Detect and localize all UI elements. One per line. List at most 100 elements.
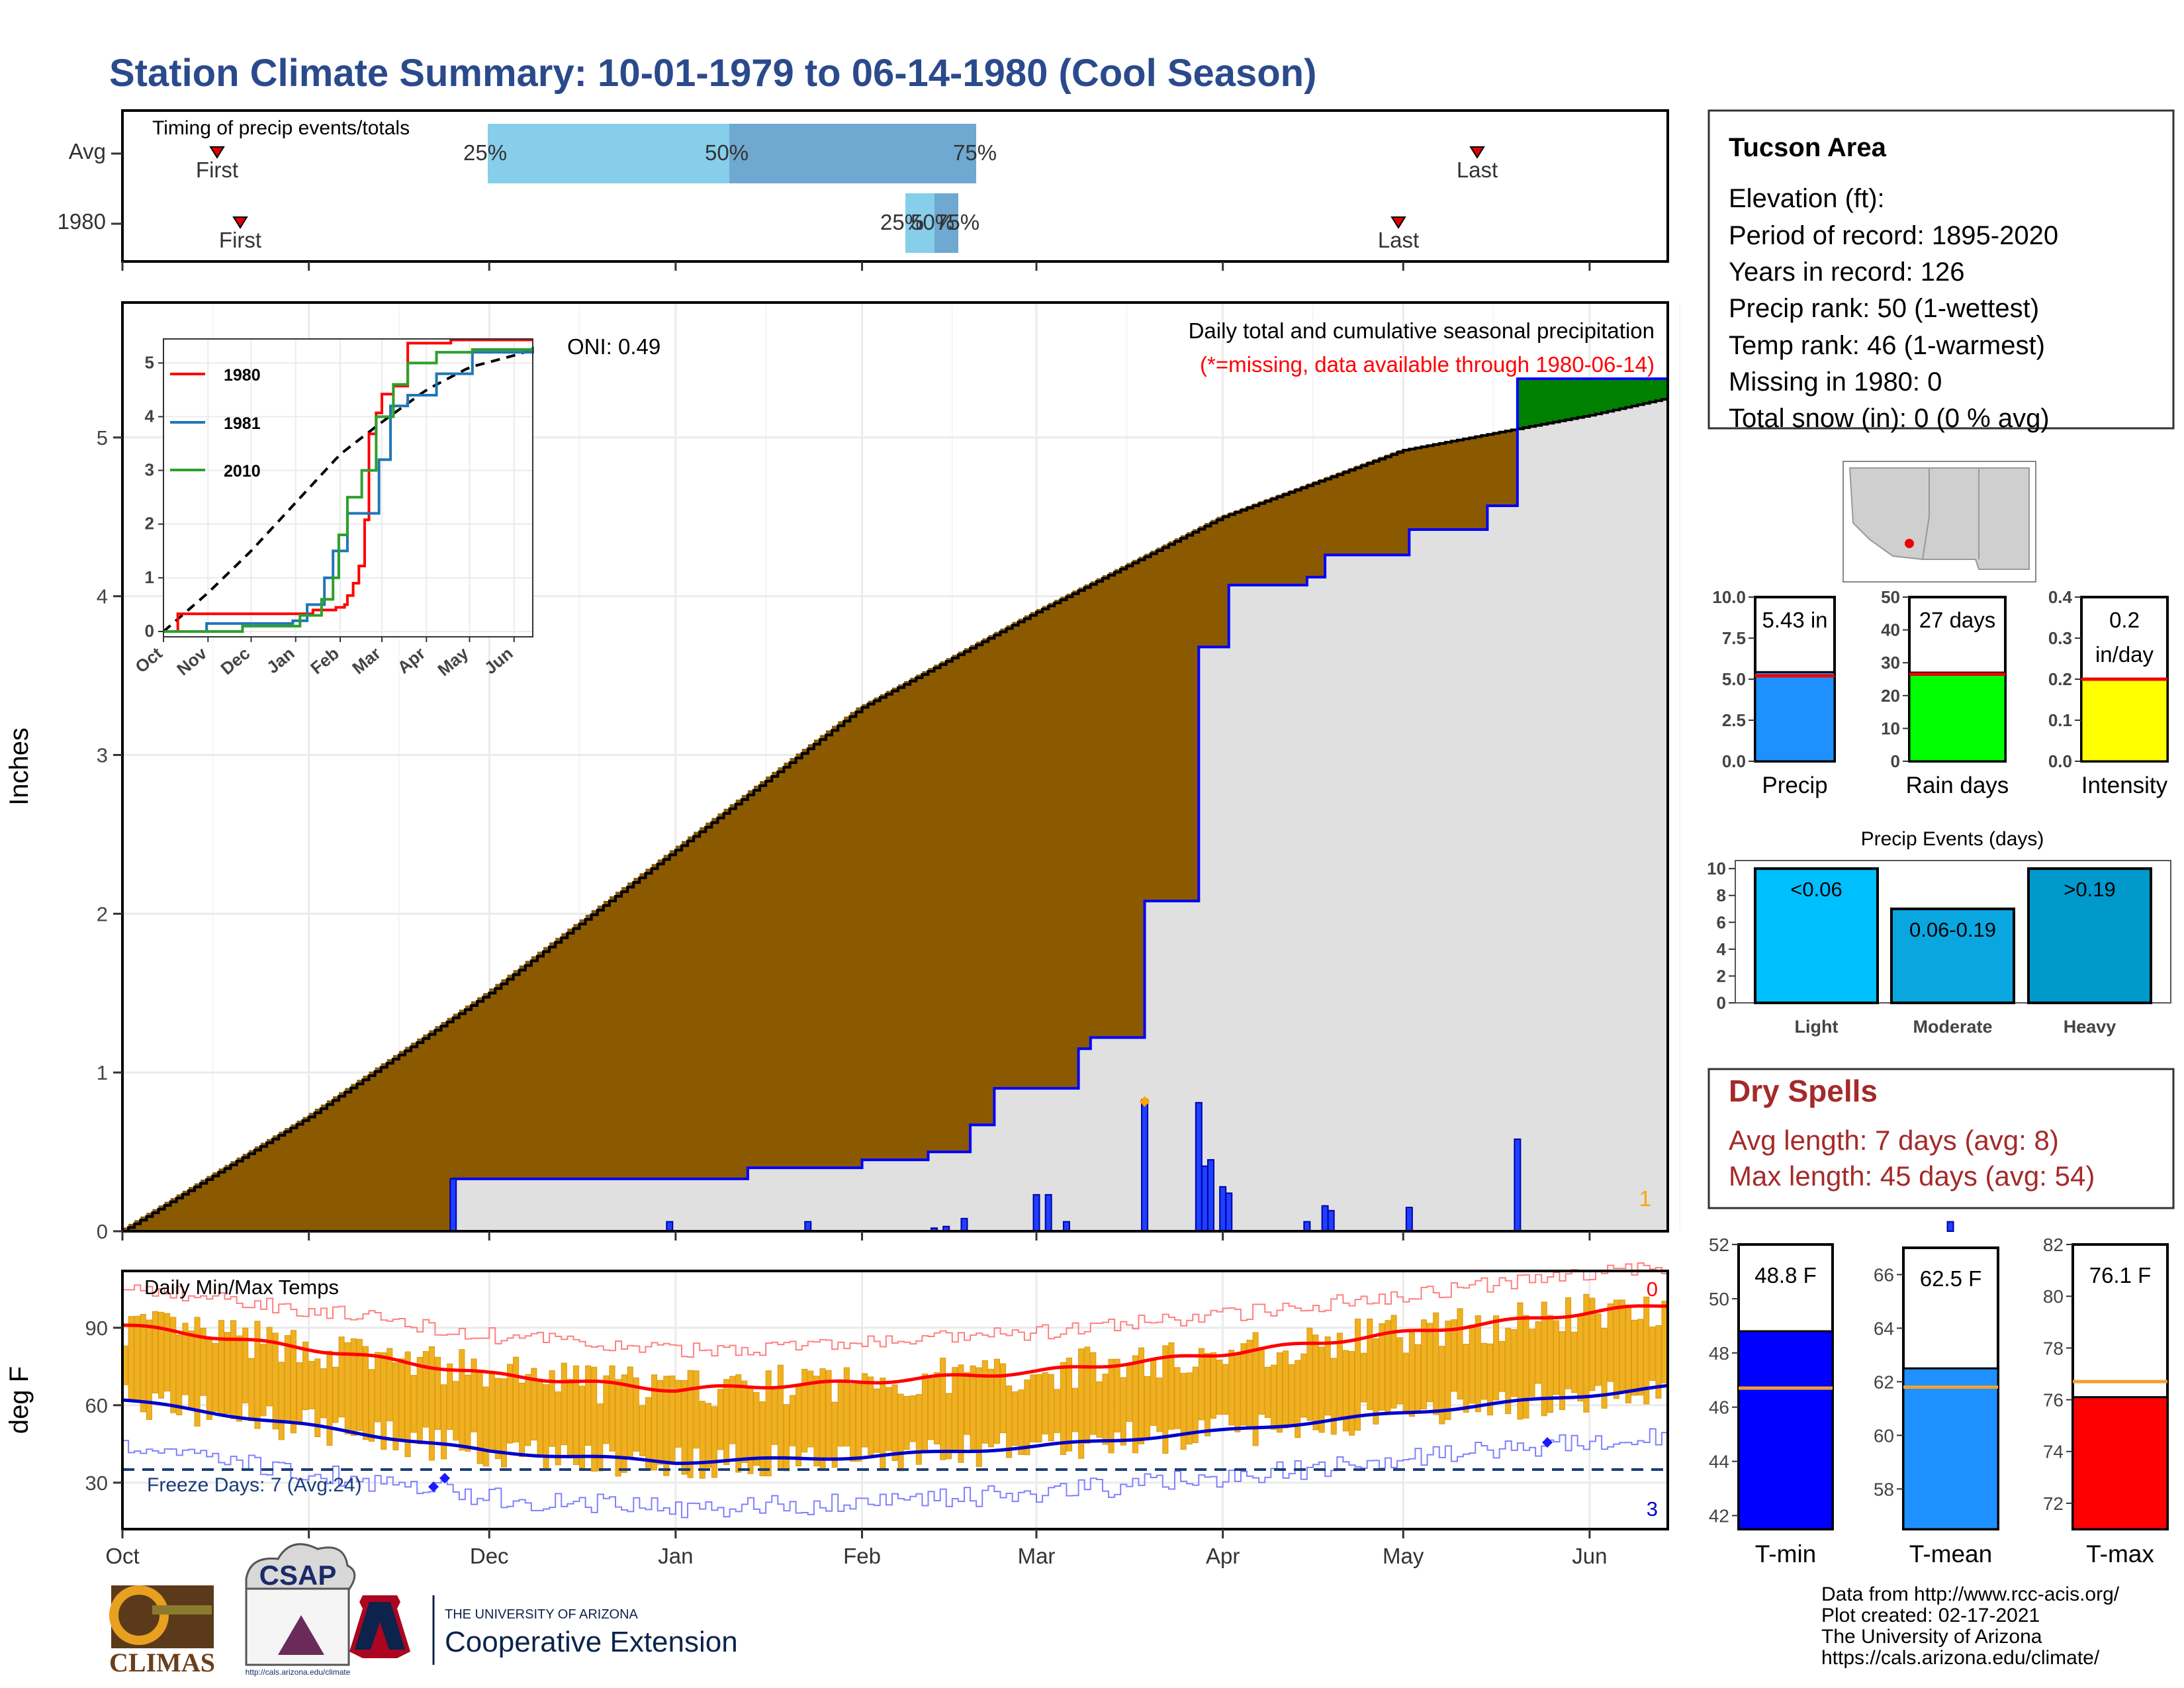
daily-temp-bar xyxy=(513,1356,520,1443)
daily-temp-bar xyxy=(1451,1319,1457,1392)
station-line-temp-rank: Temp rank: 46 (1-warmest) xyxy=(1729,331,2045,360)
inset-ytick-label: 5 xyxy=(145,352,154,372)
tmin-record-line xyxy=(122,1428,1668,1519)
summary-bar-fill xyxy=(1908,671,2007,763)
temp-bar-tick-label: 58 xyxy=(1874,1479,1894,1499)
daily-temp-bar xyxy=(248,1358,255,1422)
daily-temp-bar xyxy=(1439,1346,1445,1425)
freeze-marker xyxy=(439,1473,450,1483)
summary-bar-tick-label: 0.0 xyxy=(2048,751,2072,771)
daily-precip-bar xyxy=(1044,1194,1052,1233)
daily-temp-bar xyxy=(1132,1355,1138,1454)
daily-temp-bar xyxy=(218,1320,224,1415)
daily-temp-bar xyxy=(927,1378,934,1440)
events-bar-range: <0.06 xyxy=(1790,878,1842,901)
events-ytick-label: 8 xyxy=(1717,886,1726,906)
daily-temp-bar xyxy=(494,1378,501,1460)
station-line-precip-rank: Precip rank: 50 (1-wettest) xyxy=(1729,294,2039,323)
y1980-pct-50: 50% xyxy=(911,210,954,234)
wet-excess-area xyxy=(1517,379,1668,428)
daily-temp-bar xyxy=(1012,1391,1019,1446)
csap-logo: CSAP http://cals.arizona.edu/climate xyxy=(245,1543,356,1677)
daily-temp-bar xyxy=(1120,1377,1126,1446)
daily-temp-bar xyxy=(921,1374,928,1451)
temp-bar-tick-label: 66 xyxy=(1874,1264,1894,1285)
observed-deficit-area xyxy=(122,428,1518,1231)
daily-temp-bar xyxy=(1060,1362,1066,1455)
temp-bar-tick-label: 80 xyxy=(2043,1286,2064,1307)
daily-temp-bar xyxy=(1529,1329,1535,1397)
daily-temp-bar xyxy=(1511,1329,1518,1397)
normal-cumulative-line xyxy=(122,398,1668,1233)
y1980-last-marker xyxy=(1390,216,1406,229)
daily-temp-bar xyxy=(759,1401,766,1477)
daily-temp-bar xyxy=(537,1380,543,1456)
daily-temp-bar xyxy=(1469,1325,1475,1404)
summary-bar-tick-label: 0.3 xyxy=(2048,628,2072,648)
daily-temp-bar xyxy=(242,1327,249,1404)
precip-subtitle: Daily total and cumulative seasonal prec… xyxy=(1189,318,1655,343)
freeze-marker xyxy=(1542,1437,1553,1448)
temp-bar-tick-label: 62 xyxy=(1874,1372,1894,1392)
daily-temp-bar xyxy=(1655,1325,1662,1399)
summary-bar-label: Intensity xyxy=(2081,773,2168,798)
daily-temp-bar xyxy=(1571,1331,1578,1393)
credit-line-2: Plot created: 02-17-2021 xyxy=(1821,1605,2040,1626)
daily-precip-bar xyxy=(1946,1221,1954,1232)
inset-ytick-label: 3 xyxy=(145,460,154,480)
month-label: May xyxy=(1383,1544,1424,1568)
daily-temp-bar xyxy=(410,1375,417,1433)
daily-temp-bar xyxy=(338,1336,345,1418)
temp-top-right-count: 0 xyxy=(1647,1278,1658,1301)
events-ytick-label: 10 xyxy=(1707,859,1726,878)
daily-temp-bar xyxy=(1276,1352,1283,1433)
daily-temp-bar xyxy=(627,1366,633,1458)
daily-temp-bar xyxy=(302,1341,309,1411)
summary-bar-tick-label: 0.1 xyxy=(2048,710,2072,730)
daily-temp-bar xyxy=(1565,1297,1572,1389)
daily-temp-bar xyxy=(284,1335,291,1424)
station-info-box: Tucson Area Elevation (ft): Period of re… xyxy=(1707,109,2175,433)
daily-temp-bar xyxy=(1084,1346,1091,1444)
daily-temp-bar xyxy=(849,1383,856,1462)
daily-temp-bar xyxy=(783,1404,790,1472)
daily-temp-bar xyxy=(212,1342,218,1412)
daily-temp-bar xyxy=(1240,1343,1247,1426)
daily-precip-bar xyxy=(1206,1159,1214,1232)
daily-temp-bar xyxy=(404,1351,411,1458)
daily-temp-bar xyxy=(687,1370,694,1478)
daily-temp-bar xyxy=(1541,1301,1547,1417)
missing-note: (*=missing, data available through 1980-… xyxy=(1200,352,1655,377)
avg-pct-50: 50% xyxy=(705,140,749,165)
daily-temp-bar xyxy=(146,1319,152,1420)
daily-precip-bar xyxy=(1201,1165,1208,1232)
dry-spells-title: Dry Spells xyxy=(1729,1074,1878,1108)
temp-bar-tick-label: 72 xyxy=(2043,1493,2064,1514)
daily-temp-bar xyxy=(1072,1387,1079,1432)
summary-bar-tick-label: 0.2 xyxy=(2048,669,2072,689)
avg-pct-25: 25% xyxy=(463,140,507,165)
daily-temp-bar xyxy=(952,1367,958,1450)
temp-bar-tick-label: 46 xyxy=(1709,1397,1729,1418)
daily-temp-bar xyxy=(874,1388,880,1453)
precip-y-axis-label: Inches xyxy=(5,727,34,806)
daily-temp-bar xyxy=(555,1391,561,1466)
daily-temp-bar xyxy=(909,1395,916,1442)
temp-bar-fill xyxy=(1902,1367,1999,1530)
temp-bar-tick-label: 60 xyxy=(1874,1425,1894,1446)
inset-series-2010 xyxy=(163,347,534,633)
temp-bar-tick-label: 76 xyxy=(2043,1390,2064,1411)
daily-temp-bar xyxy=(1559,1331,1566,1411)
summary-bar-tick-label: 40 xyxy=(1881,620,1900,640)
daily-temp-bar xyxy=(152,1311,159,1394)
daily-temp-bar xyxy=(1168,1342,1175,1430)
temp-y-axis-label: deg F xyxy=(5,1366,34,1434)
timing-panel: Timing of precip events/totals Avg 1980 … xyxy=(58,109,1669,271)
precip-ytick-label: 0 xyxy=(97,1220,108,1243)
daily-temp-bar xyxy=(946,1393,952,1460)
daily-temp-bar xyxy=(1390,1315,1397,1409)
daily-temp-bar xyxy=(278,1362,285,1440)
daily-temp-bar xyxy=(717,1389,724,1450)
daily-temp-bar xyxy=(381,1352,387,1450)
summary-bar-tick-label: 0 xyxy=(1891,751,1900,771)
